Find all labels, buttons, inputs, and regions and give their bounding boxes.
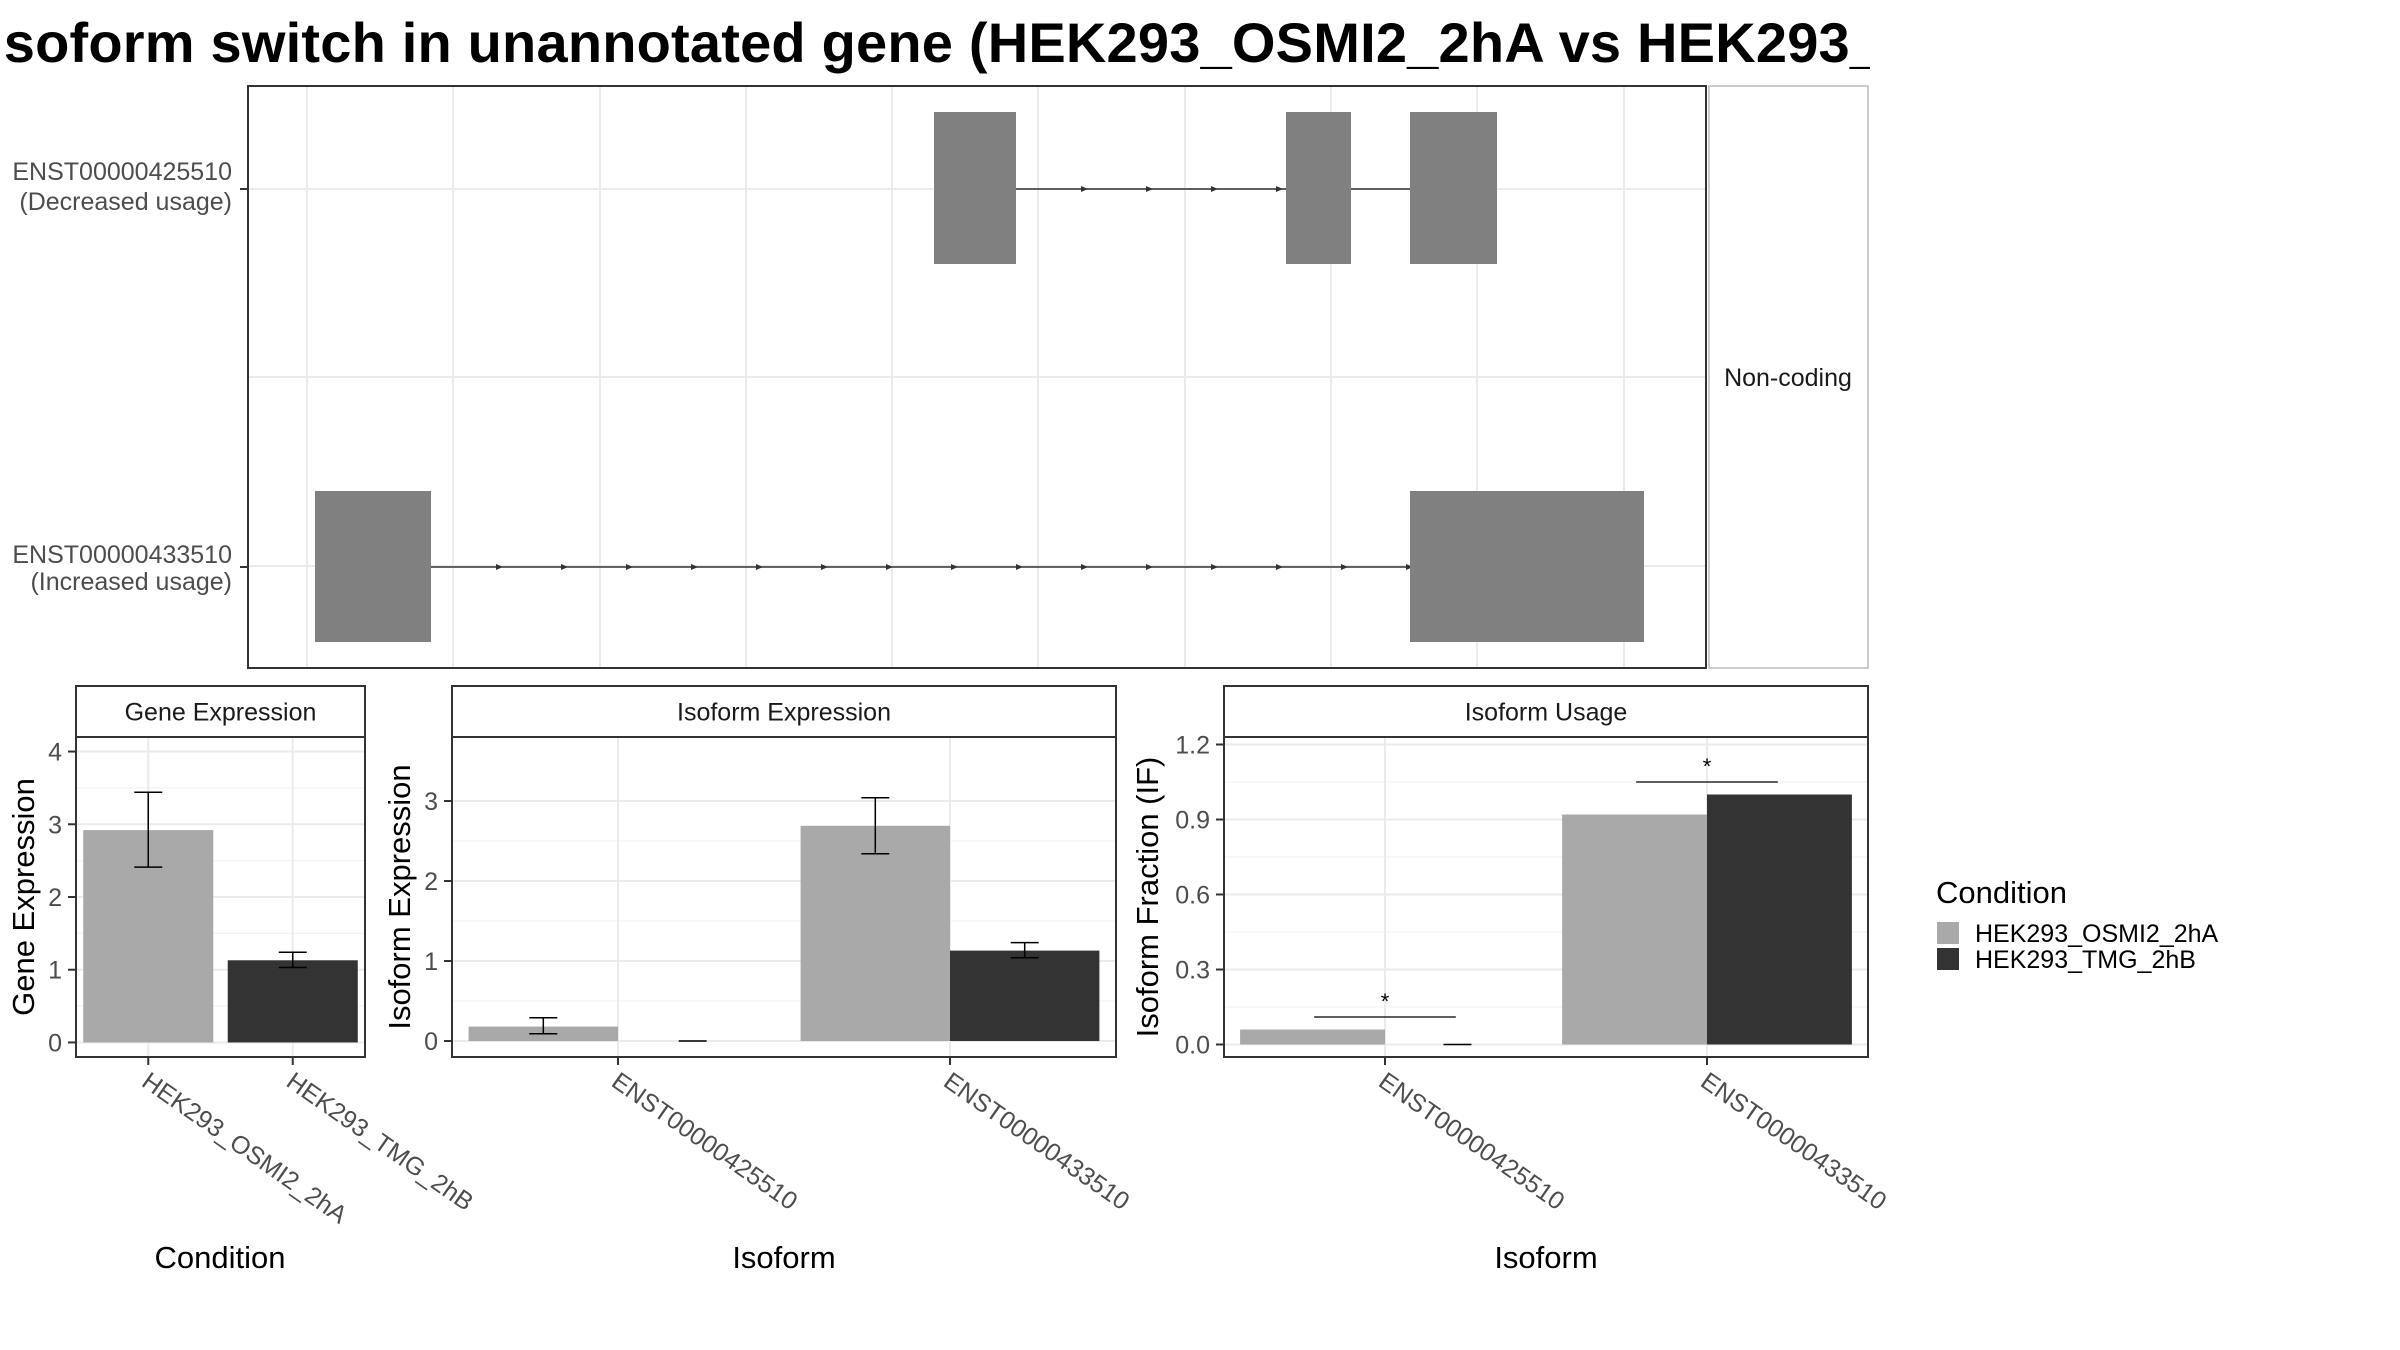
x-tick-label: ENST00000425510 <box>607 1067 803 1216</box>
y-axis-title: Isoform Expression <box>382 764 417 1029</box>
facet-strip-label: Gene Expression <box>125 699 317 727</box>
legend-item-label: HEK293_TMG_2hB <box>1975 946 2196 974</box>
x-tick-label: ENST00000433510 <box>939 1067 1135 1216</box>
intron-direction-arrow <box>1211 186 1218 192</box>
facet-strip <box>1708 85 1869 669</box>
plot-title: Isoform switch in unannotated gene (HEK2… <box>0 11 1870 74</box>
transcript-id-label: ENST00000425510 <box>12 158 232 186</box>
legend-title: Condition <box>1936 875 2067 910</box>
significance-star: * <box>1703 754 1712 779</box>
intron-direction-arrow <box>1146 186 1153 192</box>
bar <box>800 825 950 1041</box>
x-axis-title: Condition <box>155 1240 286 1275</box>
title-container: Isoform switch in unannotated gene (HEK2… <box>0 0 1870 80</box>
y-axis-title: Isoform Fraction (IF) <box>1130 757 1165 1038</box>
bar-charts: Gene Expression01234HEK293_OSMI2_2hAHEK2… <box>6 685 1892 1275</box>
intron-direction-arrow <box>886 564 893 570</box>
y-tick-label: 0 <box>424 1028 438 1056</box>
facet-strip <box>75 685 366 738</box>
bar <box>1562 814 1707 1045</box>
intron-direction-arrow <box>1081 186 1088 192</box>
transcript-structure-panel: Non-coding ENST00000425510(Decreased usag… <box>12 85 1869 669</box>
intron-direction-arrow <box>626 564 633 570</box>
intron-direction-arrow <box>951 564 958 570</box>
intron-direction-arrow <box>1016 564 1023 570</box>
y-tick-label: 3 <box>48 811 62 839</box>
y-tick-label: 1 <box>424 948 438 976</box>
intron-direction-arrow <box>691 564 698 570</box>
transcript-panel-border <box>247 85 1707 669</box>
bar <box>1707 794 1852 1045</box>
y-tick-label: 0.3 <box>1175 957 1210 985</box>
y-axis-title: Gene Expression <box>6 778 41 1016</box>
y-tick-label: 0 <box>48 1029 62 1057</box>
bar <box>1240 1029 1385 1045</box>
intron-direction-arrow <box>821 564 828 570</box>
intron-direction-arrow <box>1146 564 1153 570</box>
y-tick-label: 0.0 <box>1175 1032 1210 1060</box>
x-axis-title: Isoform <box>732 1240 835 1275</box>
intron-direction-arrow <box>1276 186 1283 192</box>
intron-direction-arrow <box>561 564 568 570</box>
exon <box>1286 112 1351 264</box>
x-tick-label: ENST00000433510 <box>1696 1067 1892 1216</box>
facet-strip-label: Isoform Usage <box>1465 699 1628 727</box>
y-tick-label: 2 <box>424 868 438 896</box>
intron-direction-arrow <box>496 564 503 570</box>
exon <box>315 491 431 642</box>
y-tick-label: 1.2 <box>1175 732 1210 760</box>
y-tick-label: 0.6 <box>1175 882 1210 910</box>
facet-strip-label: Non-coding <box>1724 364 1852 392</box>
exon <box>934 112 1016 264</box>
chart-panel-2: * * Isoform Usage 0.0 0.3 0.6 0.9 1.2 ENST000004… <box>1130 685 1892 1275</box>
intron-direction-arrow <box>1341 564 1348 570</box>
facet-strip <box>451 685 1117 738</box>
transcript-usage-label: (Decreased usage) <box>19 188 232 216</box>
legend-item-label: HEK293_OSMI2_2hA <box>1975 920 2219 948</box>
bar <box>227 960 358 1043</box>
exon <box>1410 491 1644 642</box>
legend-swatch <box>1937 922 1959 944</box>
y-tick-label: 1 <box>48 957 62 985</box>
transcript-usage-label: (Increased usage) <box>30 568 232 596</box>
exon <box>1410 112 1497 264</box>
significance-star: * <box>1381 989 1390 1014</box>
intron-direction-arrow <box>756 564 763 570</box>
x-tick-label: ENST00000425510 <box>1374 1067 1570 1216</box>
intron-direction-arrow <box>1211 564 1218 570</box>
intron-direction-arrow <box>1406 564 1413 570</box>
facet-strip-label: Isoform Expression <box>677 699 891 727</box>
intron-direction-arrow <box>1081 564 1088 570</box>
y-tick-label: 4 <box>48 739 62 767</box>
intron-direction-arrow <box>1276 564 1283 570</box>
y-tick-label: 3 <box>424 788 438 816</box>
y-tick-label: 2 <box>48 884 62 912</box>
facet-strip <box>1223 685 1869 738</box>
bar <box>950 950 1100 1041</box>
legend-swatch <box>1937 948 1959 970</box>
transcript-id-label: ENST00000433510 <box>12 541 232 569</box>
y-tick-label: 0.9 <box>1175 807 1210 835</box>
x-axis-title: Isoform <box>1494 1240 1597 1275</box>
